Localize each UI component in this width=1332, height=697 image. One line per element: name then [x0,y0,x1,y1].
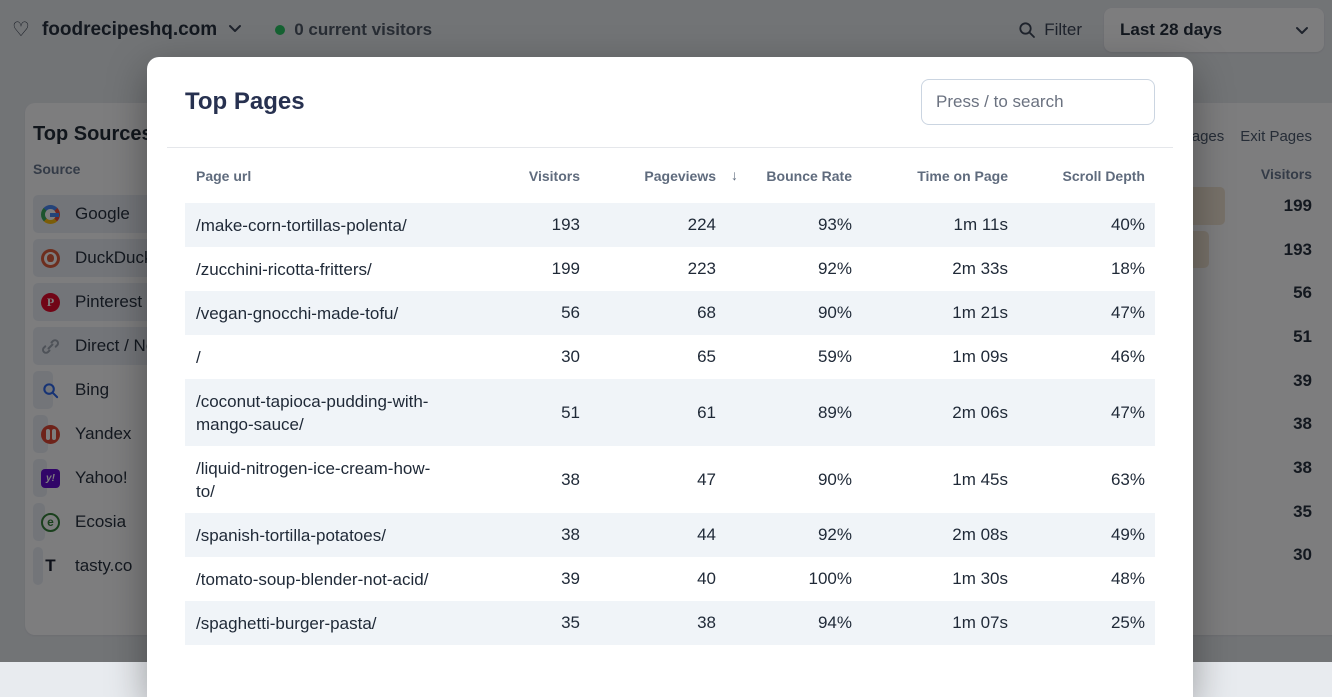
scroll-depth-value: 48% [1110,569,1145,588]
pageviews-value: 68 [697,303,716,322]
scroll-depth-value: 47% [1110,402,1145,422]
bounce-rate-value: 93% [817,215,852,234]
visitors-value: 38 [561,469,580,489]
visitors-value: 39 [561,569,580,588]
page-url-link[interactable]: /liquid-nitrogen-ice-cream-how-to/ [196,458,431,501]
scroll-depth-value: 46% [1110,347,1145,366]
bounce-rate-value: 90% [817,303,852,322]
table-row[interactable]: / 30 65 59% 1m 09s 46% [185,335,1155,379]
page-url-link[interactable]: /make-corn-tortillas-polenta/ [196,215,407,235]
bounce-rate-value: 89% [817,402,852,422]
visitors-value: 38 [561,525,580,544]
search-input[interactable] [921,79,1155,125]
sort-desc-icon[interactable]: ↓ [731,167,738,183]
bounce-rate-value: 90% [817,469,852,489]
time-on-page-value: 2m 33s [952,259,1008,278]
time-on-page-value: 1m 07s [952,613,1008,632]
scroll-depth-value: 18% [1110,259,1145,278]
divider [167,147,1173,148]
header-time-on-page[interactable]: Time on Page [917,168,1008,184]
scroll-depth-value: 47% [1110,303,1145,322]
pageviews-value: 44 [697,525,716,544]
pageviews-value: 65 [697,347,716,366]
table-row[interactable]: /zucchini-ricotta-fritters/ 199 223 92% … [185,247,1155,291]
pageviews-value: 224 [687,215,716,234]
time-on-page-value: 1m 30s [952,569,1008,588]
page-url-link[interactable]: /tomato-soup-blender-not-acid/ [196,569,429,589]
bounce-rate-value: 92% [817,259,852,278]
page-url-link[interactable]: / [196,347,201,367]
time-on-page-value: 2m 08s [952,525,1008,544]
scroll-depth-value: 25% [1110,613,1145,632]
visitors-value: 51 [561,402,580,422]
scroll-depth-value: 63% [1110,469,1145,489]
time-on-page-value: 1m 21s [952,303,1008,322]
table-header-row: Page url Visitors Pageviews ↓ Bounce Rate… [185,148,1155,203]
time-on-page-value: 1m 09s [952,347,1008,366]
time-on-page-value: 1m 11s [953,215,1009,234]
pageviews-value: 38 [697,613,716,632]
header-visitors[interactable]: Visitors [528,168,580,184]
page-url-link[interactable]: /zucchini-ricotta-fritters/ [196,259,372,279]
page-url-link[interactable]: /vegan-gnocchi-made-tofu/ [196,303,399,323]
bounce-rate-value: 94% [817,613,852,632]
top-pages-modal: Top Pages Page url Visitors Pageviews↓ B… [147,57,1193,697]
pageviews-value: 61 [697,402,716,422]
pageviews-value: 223 [687,259,716,278]
table-row[interactable]: /tomato-soup-blender-not-acid/ 39 40 100… [185,557,1155,601]
table-row[interactable]: /coconut-tapioca-pudding-with-mango-sauc… [185,379,1155,446]
page-url-link[interactable]: /spanish-tortilla-potatoes/ [196,525,386,545]
scroll-depth-value: 49% [1110,525,1145,544]
header-scroll-depth[interactable]: Scroll Depth [1062,168,1145,184]
visitors-value: 30 [561,347,580,366]
header-page-url[interactable]: Page url [196,168,252,184]
visitors-value: 56 [561,303,580,322]
analytics-dashboard: ♡ foodrecipeshq.com 0 current visitors F… [0,0,1332,662]
visitors-value: 35 [561,613,580,632]
table-body: /make-corn-tortillas-polenta/ 193 224 93… [185,203,1155,645]
page-url-link[interactable]: /coconut-tapioca-pudding-with-mango-sauc… [196,391,429,434]
time-on-page-value: 1m 45s [952,469,1008,489]
pageviews-value: 40 [697,569,716,588]
table-row[interactable]: /make-corn-tortillas-polenta/ 193 224 93… [185,203,1155,247]
modal-title: Top Pages [185,88,305,115]
bounce-rate-value: 59% [817,347,852,366]
bounce-rate-value: 92% [817,525,852,544]
table-row[interactable]: /liquid-nitrogen-ice-cream-how-to/ 38 47… [185,446,1155,513]
visitors-value: 193 [551,215,580,234]
modal-header: Top Pages [147,57,1193,147]
header-pageviews[interactable]: Pageviews ↓ [644,167,738,184]
table-row[interactable]: /spanish-tortilla-potatoes/ 38 44 92% 2m… [185,513,1155,557]
time-on-page-value: 2m 06s [952,402,1008,422]
bounce-rate-value: 100% [808,569,852,588]
table-row[interactable]: /spaghetti-burger-pasta/ 35 38 94% 1m 07… [185,601,1155,645]
scroll-depth-value: 40% [1110,215,1145,234]
pageviews-value: 47 [697,469,716,489]
pages-table: Page url Visitors Pageviews ↓ Bounce Rate… [185,148,1155,645]
page-url-link[interactable]: /spaghetti-burger-pasta/ [196,613,377,633]
table-row[interactable]: /vegan-gnocchi-made-tofu/ 56 68 90% 1m 2… [185,291,1155,335]
visitors-value: 199 [551,259,580,278]
header-bounce-rate[interactable]: Bounce Rate [766,168,852,184]
